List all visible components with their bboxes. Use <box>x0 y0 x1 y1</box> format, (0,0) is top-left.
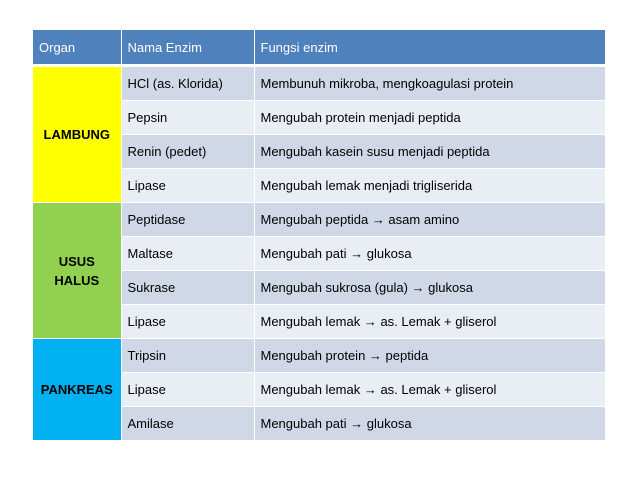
enzyme-name-cell: Amilase <box>121 406 255 441</box>
enzyme-name-cell: Lipase <box>121 168 255 203</box>
organ-cell-pankreas: PANKREAS <box>33 338 122 441</box>
enzyme-name-cell: Tripsin <box>121 338 255 373</box>
enzyme-function-cell: Mengubah protein menjadi peptida <box>254 100 605 135</box>
table-row: Lipase Mengubah lemak → as. Lemak + glis… <box>33 304 605 339</box>
table-row: PANKREAS Tripsin Mengubah protein → pept… <box>33 338 605 441</box>
enzyme-function-cell: Mengubah peptida → asam amino <box>254 202 605 237</box>
enzyme-function-cell: Mengubah lemak → as. Lemak + gliserol <box>254 304 605 339</box>
organ-cell-usus-halus: USUS HALUS <box>33 202 122 339</box>
header-row: Organ Nama Enzim Fungsi enzim <box>33 30 605 67</box>
enzyme-function-cell: Mengubah lemak → as. Lemak + gliserol <box>254 372 605 407</box>
table-row: USUS HALUS Peptidase Mengubah peptida → a… <box>33 202 605 339</box>
enzyme-name-cell: Peptidase <box>121 202 255 237</box>
header-fungsi-enzim: Fungsi enzim <box>254 30 605 67</box>
table-row: Lipase Mengubah lemak → as. Lemak + glis… <box>33 372 605 407</box>
enzyme-function-cell: Mengubah pati → glukosa <box>254 236 605 271</box>
enzyme-name-cell: Lipase <box>121 372 255 407</box>
enzyme-table: Organ Nama Enzim Fungsi enzim LAMBUNG HC… <box>33 30 605 441</box>
table-row: Lipase Mengubah lemak menjadi trigliseri… <box>33 168 605 203</box>
enzyme-name-cell: Maltase <box>121 236 255 271</box>
enzyme-function-cell: Mengubah protein → peptida <box>254 338 605 373</box>
organ-label: LAMBUNG <box>43 127 110 142</box>
enzyme-name-cell: Renin (pedet) <box>121 134 255 169</box>
enzyme-name-cell: Pepsin <box>121 100 255 135</box>
table-row: Maltase Mengubah pati → glukosa <box>33 236 605 271</box>
enzyme-function-cell: Mengubah kasein susu menjadi peptida <box>254 134 605 169</box>
enzyme-function-cell: Mengubah sukrosa (gula) → glukosa <box>254 270 605 305</box>
header-organ: Organ <box>33 30 122 67</box>
enzyme-name-cell: Sukrase <box>121 270 255 305</box>
organ-cell-lambung: LAMBUNG <box>33 65 122 203</box>
enzyme-name-cell: Lipase <box>121 304 255 339</box>
table-row: Pepsin Mengubah protein menjadi peptida <box>33 100 605 135</box>
enzyme-function-cell: Mengubah lemak menjadi trigliserida <box>254 168 605 203</box>
header-nama-enzim: Nama Enzim <box>121 30 255 67</box>
table-row: Renin (pedet) Mengubah kasein susu menja… <box>33 134 605 169</box>
table-row: Amilase Mengubah pati → glukosa <box>33 406 605 441</box>
organ-label: PANKREAS <box>40 382 113 397</box>
table-row: Sukrase Mengubah sukrosa (gula) → glukos… <box>33 270 605 305</box>
organ-label-line-2: HALUS <box>54 272 100 288</box>
organ-label-line-1: USUS <box>58 253 95 269</box>
enzyme-name-cell: HCl (as. Klorida) <box>121 65 255 101</box>
table-row: LAMBUNG HCl (as. Klorida) Membunuh mikro… <box>33 65 605 203</box>
enzyme-function-cell: Membunuh mikroba, mengkoagulasi protein <box>254 65 605 101</box>
enzyme-function-cell: Mengubah pati → glukosa <box>254 406 605 441</box>
